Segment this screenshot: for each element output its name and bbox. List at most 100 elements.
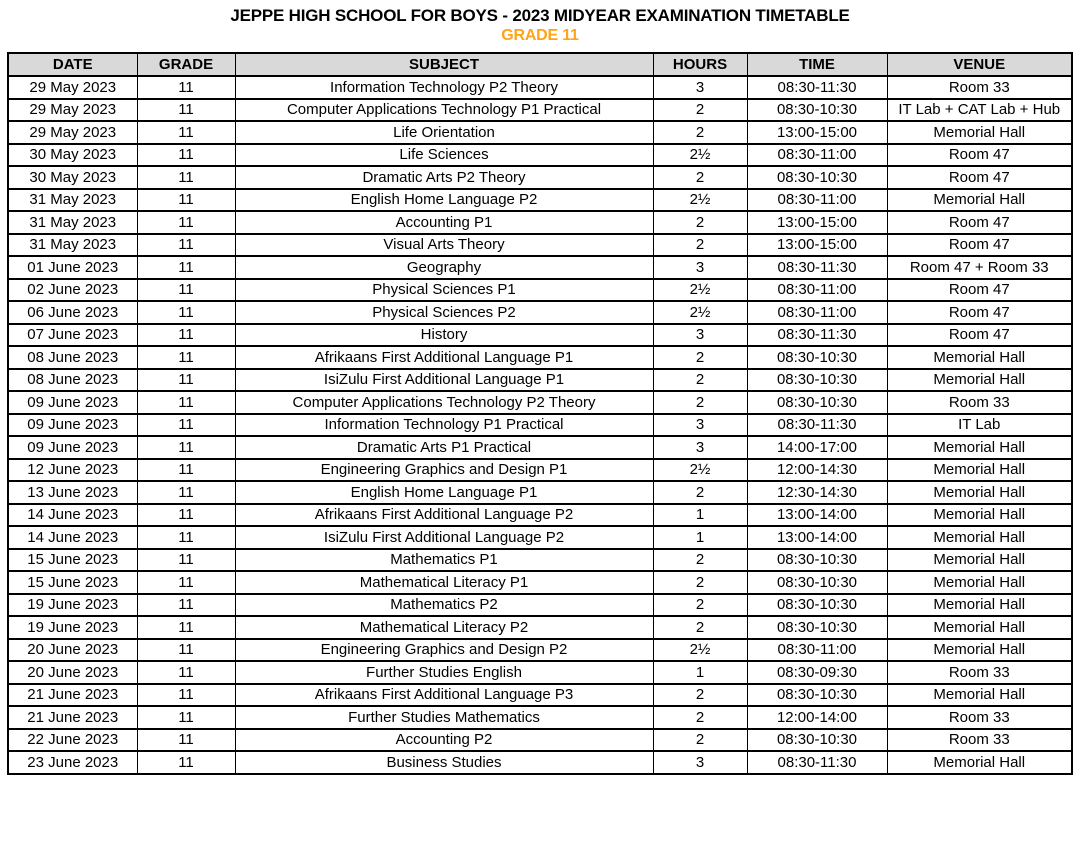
hours-cell: 2½: [652, 300, 748, 325]
subject-cell: Physical Sciences P2: [234, 300, 654, 325]
venue-cell: Room 33: [886, 727, 1073, 752]
hours-cell: 2½: [652, 187, 748, 212]
subject-cell: Business Studies: [234, 750, 654, 775]
time-cell: 08:30-11:00: [746, 142, 888, 167]
hours-cell: 3: [652, 750, 748, 775]
grade-cell: 11: [136, 277, 236, 302]
venue-cell: Memorial Hall: [886, 570, 1073, 595]
subject-cell: Further Studies Mathematics: [234, 705, 654, 730]
grade-cell: 11: [136, 682, 236, 707]
exam-timetable: DATE GRADE SUBJECT HOURS TIME VENUE 29 M…: [7, 52, 1073, 775]
table-row: 22 June 2023 11 Accounting P2 2 08:30-10:30 R…: [7, 727, 1073, 752]
table-row: 21 June 2023 11 Afrikaans First Additional…: [7, 682, 1073, 707]
venue-cell: Memorial Hall: [886, 480, 1073, 505]
time-cell: 08:30-10:30: [746, 570, 888, 595]
subject-cell: Accounting P2: [234, 727, 654, 752]
hours-cell: 2: [652, 345, 748, 370]
date-cell: 31 May 2023: [7, 232, 138, 257]
date-cell: 08 June 2023: [7, 367, 138, 392]
table-row: 19 June 2023 11 Mathematics P2 2 08:30-10:30…: [7, 592, 1073, 617]
grade-cell: 11: [136, 660, 236, 685]
date-cell: 20 June 2023: [7, 660, 138, 685]
subject-cell: IsiZulu First Additional Language P2: [234, 525, 654, 550]
venue-cell: Room 33: [886, 75, 1073, 100]
hours-cell: 2: [652, 615, 748, 640]
table-row: 14 June 2023 11 IsiZulu First Additional L…: [7, 525, 1073, 550]
grade-cell: 11: [136, 345, 236, 370]
date-cell: 29 May 2023: [7, 120, 138, 145]
date-cell: 01 June 2023: [7, 255, 138, 280]
grade-cell: 11: [136, 97, 236, 122]
time-cell: 12:00-14:00: [746, 705, 888, 730]
subject-cell: Geography: [234, 255, 654, 280]
venue-cell: Room 47 + Room 33: [886, 255, 1073, 280]
time-cell: 08:30-11:00: [746, 277, 888, 302]
venue-cell: Memorial Hall: [886, 457, 1073, 482]
date-cell: 21 June 2023: [7, 682, 138, 707]
hours-cell: 3: [652, 412, 748, 437]
date-cell: 21 June 2023: [7, 705, 138, 730]
subject-cell: Afrikaans First Additional Language P3: [234, 682, 654, 707]
hours-cell: 2: [652, 547, 748, 572]
date-cell: 09 June 2023: [7, 412, 138, 437]
venue-cell: Memorial Hall: [886, 592, 1073, 617]
time-cell: 12:00-14:30: [746, 457, 888, 482]
date-cell: 31 May 2023: [7, 210, 138, 235]
hours-cell: 2½: [652, 637, 748, 662]
hours-cell: 1: [652, 660, 748, 685]
time-cell: 08:30-11:00: [746, 300, 888, 325]
date-cell: 22 June 2023: [7, 727, 138, 752]
grade-cell: 11: [136, 480, 236, 505]
hours-cell: 2: [652, 570, 748, 595]
table-row: 15 June 2023 11 Mathematical Literacy P1 2 0…: [7, 570, 1073, 595]
time-cell: 08:30-09:30: [746, 660, 888, 685]
grade-cell: 11: [136, 255, 236, 280]
subject-cell: English Home Language P2: [234, 187, 654, 212]
subject-cell: Engineering Graphics and Design P2: [234, 637, 654, 662]
venue-cell: Memorial Hall: [886, 187, 1073, 212]
subject-cell: IsiZulu First Additional Language P1: [234, 367, 654, 392]
time-cell: 12:30-14:30: [746, 480, 888, 505]
time-cell: 08:30-11:30: [746, 255, 888, 280]
grade-cell: 11: [136, 232, 236, 257]
venue-cell: Room 47: [886, 165, 1073, 190]
venue-cell: Room 47: [886, 142, 1073, 167]
grade-cell: 11: [136, 615, 236, 640]
date-cell: 07 June 2023: [7, 322, 138, 347]
hours-cell: 1: [652, 502, 748, 527]
column-header-subject: SUBJECT: [234, 52, 654, 77]
date-cell: 09 June 2023: [7, 435, 138, 460]
date-cell: 15 June 2023: [7, 570, 138, 595]
grade-cell: 11: [136, 727, 236, 752]
date-cell: 12 June 2023: [7, 457, 138, 482]
time-cell: 13:00-15:00: [746, 232, 888, 257]
grade-subtitle: GRADE 11: [501, 27, 579, 44]
time-cell: 08:30-10:30: [746, 97, 888, 122]
subject-cell: Computer Applications Technology P1 Prac…: [234, 97, 654, 122]
venue-cell: Memorial Hall: [886, 525, 1073, 550]
table-row: 09 June 2023 11 Dramatic Arts P1 Practical…: [7, 435, 1073, 460]
subject-cell: Mathematical Literacy P1: [234, 570, 654, 595]
venue-cell: Memorial Hall: [886, 637, 1073, 662]
time-cell: 13:00-15:00: [746, 210, 888, 235]
subject-cell: Dramatic Arts P1 Practical: [234, 435, 654, 460]
subject-cell: Mathematics P1: [234, 547, 654, 572]
venue-cell: Memorial Hall: [886, 120, 1073, 145]
venue-cell: IT Lab: [886, 412, 1073, 437]
column-header-grade: GRADE: [136, 52, 236, 77]
hours-cell: 2: [652, 727, 748, 752]
hours-cell: 2: [652, 390, 748, 415]
venue-cell: Room 47: [886, 322, 1073, 347]
table-row: 31 May 2023 11 English Home Language P2 2½ 0…: [7, 187, 1073, 212]
header-row: DATE GRADE SUBJECT HOURS TIME VENUE: [7, 52, 1073, 77]
table-row: 07 June 2023 11 History 3 08:30-11:30 Room 47: [7, 322, 1073, 347]
grade-cell: 11: [136, 637, 236, 662]
grade-cell: 11: [136, 705, 236, 730]
time-cell: 08:30-10:30: [746, 592, 888, 617]
table-row: 31 May 2023 11 Accounting P1 2 13:00-15:00 Ro…: [7, 210, 1073, 235]
column-header-time: TIME: [746, 52, 888, 77]
venue-cell: Room 33: [886, 390, 1073, 415]
subject-cell: Information Technology P2 Theory: [234, 75, 654, 100]
hours-cell: 2: [652, 120, 748, 145]
time-cell: 08:30-11:30: [746, 412, 888, 437]
